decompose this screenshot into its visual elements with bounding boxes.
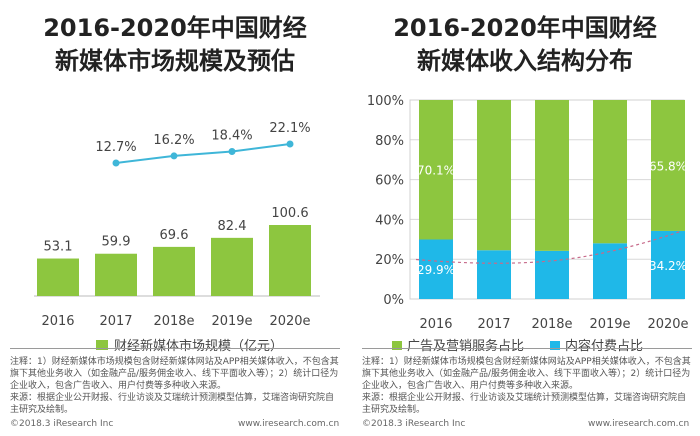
legend-swatch-content-fee bbox=[550, 341, 560, 350]
y-tick-label: 0% bbox=[383, 293, 404, 308]
left-chart-title-line2: 新媒体市场规模及预估 bbox=[55, 47, 295, 75]
x-tick-label: 2018e bbox=[153, 314, 194, 329]
growth-rate-line bbox=[115, 143, 291, 164]
revenue-structure-chart: 0% 20% 40% 60% 80% 100% 2016 2017 2018e 2019e 2020… bbox=[367, 94, 689, 354]
legend-label-market-size: 财经新媒体市场规模（亿元） bbox=[114, 338, 283, 354]
market-size-bar bbox=[95, 253, 137, 296]
content-fee-bar bbox=[477, 250, 511, 299]
advertising-bar bbox=[651, 100, 685, 231]
market-size-bar bbox=[211, 237, 253, 296]
x-tick-label: 2019e bbox=[211, 314, 252, 329]
right-notes: 注释：1）财经新媒体市场规模包含财经新媒体网站及APP相关媒体收入，不包含其旗下… bbox=[362, 357, 691, 415]
legend-swatch-advertising bbox=[392, 341, 402, 350]
legend-label-advertising: 广告及营销服务占比 bbox=[407, 338, 524, 354]
growth-rate-point bbox=[112, 159, 120, 167]
right-notes-divider bbox=[362, 348, 692, 349]
y-tick-label: 40% bbox=[375, 213, 404, 228]
x-tick-label: 2017 bbox=[477, 317, 510, 332]
growth-rate-label: 16.2% bbox=[153, 133, 194, 148]
advertising-bar bbox=[419, 100, 453, 240]
growth-rate-point bbox=[228, 147, 236, 155]
segment-value-label: 34.2% bbox=[649, 259, 687, 273]
growth-rate-point bbox=[170, 152, 178, 160]
content-fee-bar bbox=[651, 230, 685, 299]
x-tick-label: 2017 bbox=[99, 314, 132, 329]
y-tick-label: 80% bbox=[375, 134, 404, 149]
growth-rate-label: 18.4% bbox=[211, 128, 252, 143]
growth-rate-label: 12.7% bbox=[95, 140, 136, 155]
segment-value-label: 65.8% bbox=[649, 159, 687, 173]
x-tick-label: 2020e bbox=[647, 317, 688, 332]
legend-label-content-fee: 内容付费占比 bbox=[565, 338, 643, 354]
bar-value-label: 59.9 bbox=[102, 235, 131, 250]
advertising-bar bbox=[477, 100, 511, 251]
y-tick-label: 20% bbox=[375, 253, 404, 268]
left-copyright: ©2018.3 iResearch Inc bbox=[10, 419, 114, 429]
advertising-bar bbox=[535, 100, 569, 251]
content-fee-bar bbox=[419, 239, 453, 299]
content-fee-bar bbox=[593, 243, 627, 299]
right-chart-panel: 2016-2020年中国财经 新媒体收入结构分布 0% 20% 40% 60% 80% 1… bbox=[350, 0, 700, 436]
left-chart-panel: 2016-2020年中国财经 新媒体市场规模及预估 53.1 2016 59.9 20… bbox=[10, 14, 340, 429]
segment-value-label: 29.9% bbox=[417, 263, 455, 277]
right-chart-title-line2: 新媒体收入结构分布 bbox=[417, 47, 633, 75]
bar-value-label: 53.1 bbox=[44, 240, 73, 255]
market-size-bar bbox=[269, 225, 311, 296]
left-chart-title-line1: 2016-2020年中国财经 bbox=[43, 14, 307, 42]
right-website: www.iresearch.com.cn bbox=[588, 419, 690, 429]
market-size-chart: 53.1 2016 59.9 2017 69.6 2018e 82.4 2019e 100.6 2… bbox=[34, 121, 320, 354]
right-copyright: ©2018.3 iResearch Inc bbox=[362, 419, 466, 429]
left-notes-divider bbox=[10, 348, 340, 349]
legend-swatch-market-size bbox=[96, 340, 108, 350]
segment-value-label: 70.1% bbox=[417, 164, 455, 178]
market-size-bar bbox=[37, 258, 79, 296]
advertising-bar bbox=[593, 100, 627, 244]
market-size-bar bbox=[153, 246, 195, 296]
left-notes: 注释：1）财经新媒体市场规模包含财经新媒体网站及APP相关媒体收入，不包含其旗下… bbox=[10, 357, 339, 415]
x-tick-label: 2020e bbox=[269, 314, 310, 329]
y-tick-label: 100% bbox=[367, 94, 404, 109]
bar-value-label: 100.6 bbox=[271, 206, 308, 221]
x-tick-label: 2019e bbox=[589, 317, 630, 332]
x-tick-label: 2018e bbox=[531, 317, 572, 332]
bar-value-label: 69.6 bbox=[160, 228, 189, 243]
y-tick-label: 60% bbox=[375, 174, 404, 189]
x-tick-label: 2016 bbox=[41, 314, 74, 329]
right-chart-title-line1: 2016-2020年中国财经 bbox=[393, 14, 657, 42]
content-fee-bar bbox=[535, 250, 569, 299]
left-website: www.iresearch.com.cn bbox=[238, 419, 340, 429]
bar-value-label: 82.4 bbox=[218, 219, 247, 234]
growth-rate-point bbox=[286, 140, 294, 148]
growth-rate-label: 22.1% bbox=[269, 121, 310, 136]
x-tick-label: 2016 bbox=[419, 317, 452, 332]
